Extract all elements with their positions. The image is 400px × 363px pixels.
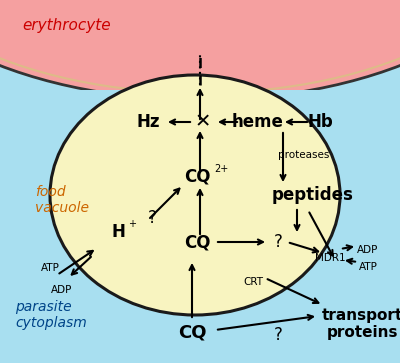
Text: Hz: Hz [136,113,160,131]
Ellipse shape [50,75,340,315]
Text: CQ: CQ [184,233,210,251]
Text: ?: ? [274,326,282,344]
Text: peptides: peptides [272,186,354,204]
Text: transport
proteins: transport proteins [321,308,400,340]
Text: CQ: CQ [184,168,210,186]
Text: ?: ? [274,233,282,251]
Text: parasite
cytoplasm: parasite cytoplasm [15,300,87,330]
Bar [0,90,400,363]
Text: CRT: CRT [243,277,263,287]
Text: 2+: 2+ [214,164,228,174]
Text: ✕: ✕ [195,113,211,131]
Text: ADP: ADP [51,285,73,295]
Text: proteases: proteases [278,150,329,160]
Text: heme: heme [232,113,284,131]
Text: +: + [128,219,136,229]
Text: ?: ? [148,209,156,227]
Text: MDR1: MDR1 [315,253,345,263]
Text: H: H [111,223,125,241]
Ellipse shape [0,0,400,100]
Text: food
vacuole: food vacuole [35,185,89,215]
Text: ATP: ATP [40,263,60,273]
Text: CQ: CQ [178,323,206,341]
Text: Hb: Hb [307,113,333,131]
Text: erythrocyte: erythrocyte [22,18,111,33]
Text: ADP: ADP [357,245,379,255]
Text: ATP: ATP [358,262,378,272]
